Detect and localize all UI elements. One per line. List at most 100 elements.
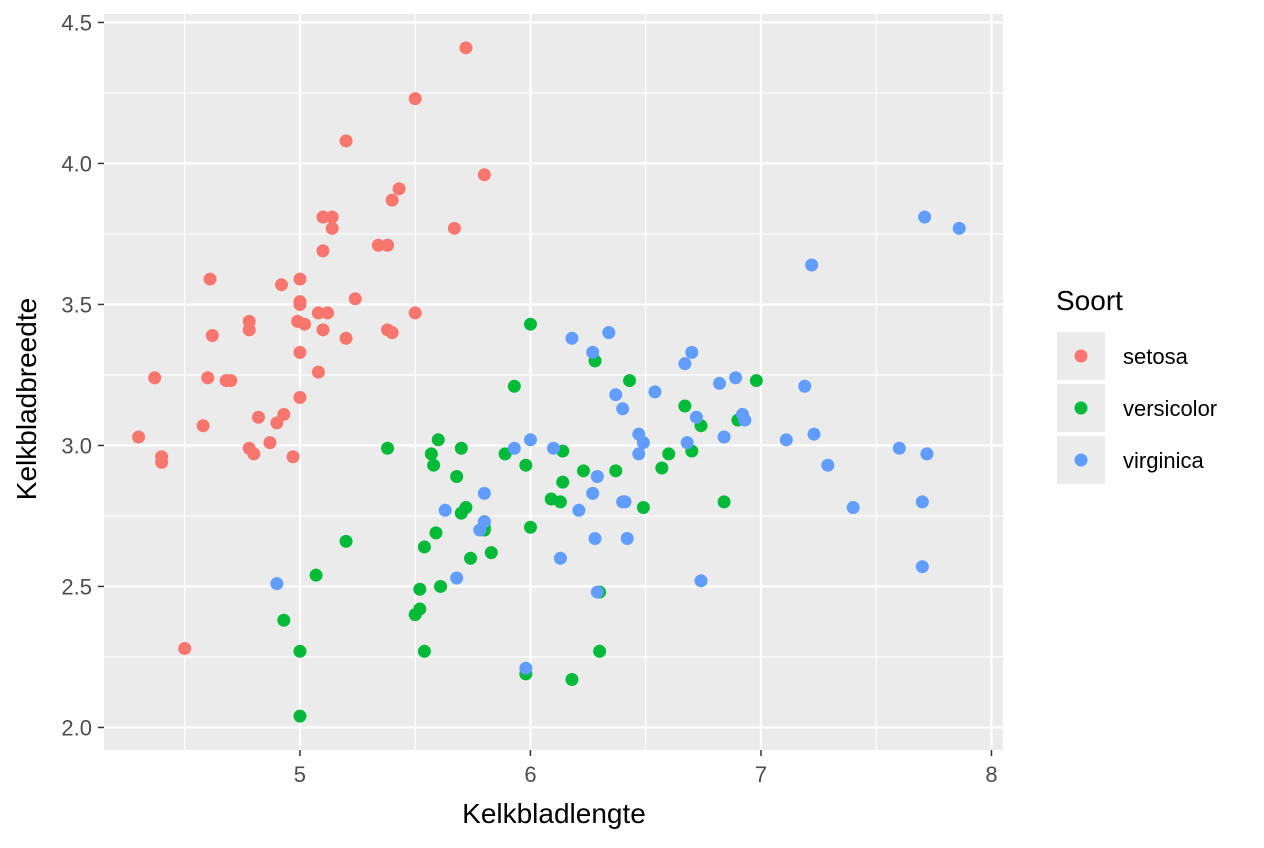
legend-label-virginica: virginica (1123, 448, 1204, 473)
data-point-virginica (507, 441, 521, 455)
data-point-virginica (477, 515, 491, 529)
data-point-versicolor (749, 374, 763, 388)
data-point-setosa (408, 306, 422, 320)
data-point-versicolor (556, 475, 570, 489)
data-point-versicolor (484, 546, 498, 560)
data-point-setosa (392, 182, 406, 196)
data-point-virginica (952, 221, 966, 235)
data-point-virginica (712, 376, 726, 390)
data-point-virginica (689, 410, 703, 424)
legend-key-setosa (1074, 349, 1088, 363)
data-point-setosa (325, 221, 339, 235)
data-point-virginica (450, 571, 464, 585)
data-point-virginica (807, 427, 821, 441)
data-point-setosa (381, 238, 395, 252)
data-point-virginica (798, 379, 812, 393)
y-axis-title: Kelkbladbreedte (11, 298, 42, 500)
data-point-virginica (636, 436, 650, 450)
data-point-setosa (251, 410, 265, 424)
data-point-virginica (438, 503, 452, 517)
data-point-setosa (203, 272, 217, 286)
major-gridlines (104, 14, 1003, 750)
data-point-setosa (148, 371, 162, 385)
legend-key-virginica (1074, 453, 1088, 467)
data-point-versicolor (417, 540, 431, 554)
data-point-setosa (325, 210, 339, 224)
x-tick-label: 7 (755, 762, 767, 787)
data-point-virginica (586, 486, 600, 500)
data-point-versicolor (636, 500, 650, 514)
data-point-versicolor (413, 582, 427, 596)
data-point-setosa (247, 447, 261, 461)
data-point-versicolor (655, 461, 669, 475)
data-point-virginica (572, 503, 586, 517)
data-point-virginica (738, 413, 752, 427)
data-point-setosa (263, 436, 277, 450)
data-point-virginica (680, 436, 694, 450)
data-point-versicolor (662, 447, 676, 461)
data-point-setosa (286, 450, 300, 464)
data-point-virginica (717, 430, 731, 444)
data-point-setosa (311, 365, 325, 379)
data-point-setosa (293, 345, 307, 359)
data-point-virginica (270, 577, 284, 591)
data-point-virginica (477, 486, 491, 500)
data-point-virginica (565, 331, 579, 345)
data-point-virginica (892, 441, 906, 455)
data-point-virginica (609, 388, 623, 402)
data-point-setosa (298, 317, 312, 331)
data-point-setosa (385, 193, 399, 207)
x-axis: 5 6 7 8 (294, 750, 998, 787)
data-point-setosa (371, 238, 385, 252)
x-tick-label: 6 (524, 762, 536, 787)
data-point-versicolor (381, 441, 395, 455)
data-point-versicolor (450, 469, 464, 483)
data-point-setosa (293, 391, 307, 405)
data-point-versicolor (434, 579, 448, 593)
data-point-setosa (201, 371, 215, 385)
data-point-virginica (648, 385, 662, 399)
data-point-virginica (588, 532, 602, 546)
data-point-virginica (805, 258, 819, 272)
data-point-versicolor (523, 520, 537, 534)
data-point-virginica (590, 585, 604, 599)
data-point-virginica (620, 532, 634, 546)
data-point-virginica (519, 661, 533, 675)
x-tick-label: 5 (294, 762, 306, 787)
data-point-setosa (242, 323, 256, 337)
data-point-versicolor (339, 534, 353, 548)
data-point-versicolor (507, 379, 521, 393)
data-point-setosa (316, 244, 330, 258)
data-point-setosa (293, 297, 307, 311)
data-point-versicolor (459, 500, 473, 514)
y-tick-label: 2.0 (61, 715, 92, 740)
y-tick-label: 3.0 (61, 433, 92, 458)
data-point-virginica (915, 560, 929, 574)
data-point-setosa (316, 323, 330, 337)
data-point-versicolor (424, 447, 438, 461)
data-point-setosa (196, 419, 210, 433)
data-point-versicolor (519, 458, 533, 472)
data-point-setosa (477, 168, 491, 182)
data-point-versicolor (454, 441, 468, 455)
data-point-setosa (408, 92, 422, 106)
y-tick-label: 2.5 (61, 574, 92, 599)
data-point-versicolor (413, 602, 427, 616)
data-point-versicolor (553, 495, 567, 509)
data-point-versicolor (417, 644, 431, 658)
data-points (132, 41, 966, 723)
data-point-virginica (729, 371, 743, 385)
data-point-setosa (459, 41, 473, 55)
data-point-virginica (590, 469, 604, 483)
legend-key-versicolor (1074, 401, 1088, 415)
data-point-setosa (155, 455, 169, 469)
data-point-setosa (274, 278, 288, 292)
data-point-setosa (311, 306, 325, 320)
data-point-versicolor (565, 673, 579, 687)
data-point-virginica (618, 495, 632, 509)
legend: Soort setosa versicolor virginica (1056, 285, 1217, 484)
data-point-virginica (915, 495, 929, 509)
y-tick-label: 3.5 (61, 292, 92, 317)
y-tick-label: 4.0 (61, 151, 92, 176)
